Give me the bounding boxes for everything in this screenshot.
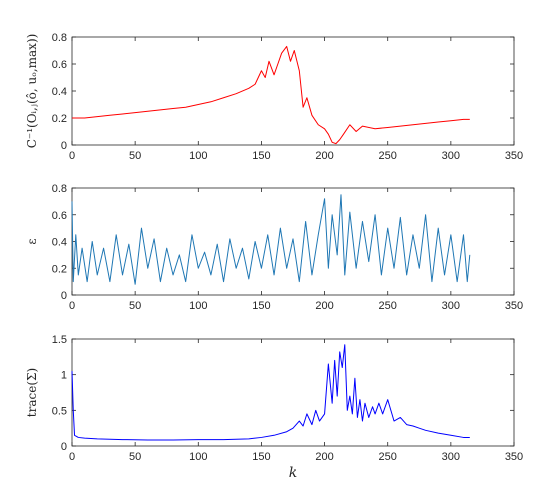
x-tick-label: 150: [252, 451, 270, 463]
y-axis-label: C⁻¹(Oᵢ,ⱼ(ô, uₒ,max)): [25, 34, 39, 149]
x-tick-label: 150: [252, 150, 270, 162]
y-tick-label: 1.5: [52, 334, 67, 346]
x-tick-label: 350: [505, 150, 523, 162]
panel-2: 0 50 100 150 200 250 300 350 0 0.2 0.4 0.6 0.8 ε: [25, 183, 523, 312]
x-tick-label: 100: [189, 451, 207, 463]
x-tick-label: 250: [379, 451, 397, 463]
y-tick-label: 0.4: [52, 237, 67, 249]
x-tick-label: 50: [129, 451, 141, 463]
x-tick-label: 350: [505, 451, 523, 463]
x-tick-label: 100: [189, 300, 207, 312]
x-tick-label: 200: [315, 150, 333, 162]
x-tick-label: 300: [442, 150, 460, 162]
panel-3: 0 50 100 150 200 250 300 350 0 0.5 1 1.5 trace(Σ) k: [25, 334, 523, 481]
y-tick-label: 0.2: [52, 263, 67, 275]
x-tick-label: 50: [129, 150, 141, 162]
x-tick-label: 200: [315, 300, 333, 312]
y-tick-label: 0: [61, 290, 67, 302]
x-tick-label: 350: [505, 300, 523, 312]
y-axis-label: trace(Σ): [25, 368, 39, 417]
y-tick-label: 0: [61, 441, 67, 453]
series-line-1: [71, 344, 470, 441]
x-tick-label: 300: [442, 451, 460, 463]
axes-box: [71, 338, 515, 447]
x-tick-label: 200: [315, 451, 333, 463]
x-tick-label: 50: [129, 300, 141, 312]
y-tick-label: 0.6: [52, 210, 67, 222]
y-tick-label: 0.4: [52, 86, 67, 98]
x-tick-label: 0: [69, 451, 75, 463]
panel-1: 0 50 100 150 200 250 300 350 0 0.2 0.4 0.6 0.8 C⁻¹(Oᵢ…: [25, 32, 523, 162]
y-tick-label: 0.5: [52, 405, 67, 417]
x-tick-label: 0: [69, 300, 75, 312]
series-line-1: [71, 194, 471, 285]
y-tick-label: 0.6: [52, 59, 67, 71]
y-tick-label: 1: [61, 370, 67, 382]
y-tick-label: 0: [61, 140, 67, 152]
y-axis-label: ε: [25, 238, 39, 244]
x-tick-label: 150: [252, 300, 270, 312]
y-tick-label: 0.8: [52, 183, 67, 195]
series-line-1: [72, 45, 470, 145]
x-tick-label: 100: [189, 150, 207, 162]
x-tick-label: 0: [69, 150, 75, 162]
x-tick-label: 300: [442, 300, 460, 312]
x-tick-label: 250: [379, 150, 397, 162]
y-tick-label: 0.8: [52, 32, 67, 44]
x-axis-label: k: [289, 465, 297, 481]
x-tick-label: 250: [379, 300, 397, 312]
y-tick-label: 0.2: [52, 113, 67, 125]
